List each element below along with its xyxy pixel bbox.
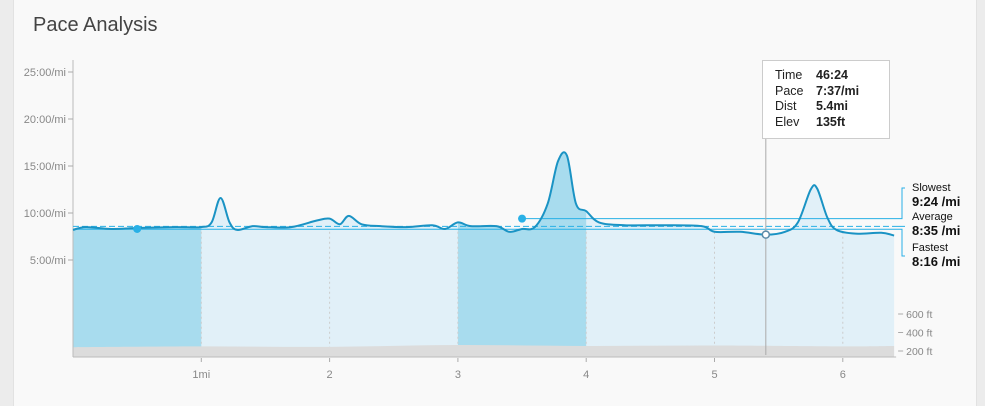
legend-fastest: Fastest 8:16 /mi: [912, 242, 960, 269]
cursor-marker: [761, 230, 771, 239]
tooltip: Time 46:24 Pace 7:37/mi Dist 5.4mi Elev 135f…: [762, 60, 890, 139]
legend-label: Average: [912, 211, 953, 223]
tooltip-value: 135ft: [816, 114, 846, 129]
legend-label: Slowest: [912, 182, 951, 194]
tooltip-label: Pace: [775, 83, 804, 98]
y-tick-label: 10:00/mi: [24, 208, 66, 220]
legend-average: Average 8:35 /mi: [912, 211, 960, 238]
y-tick-label: 20:00/mi: [24, 114, 66, 126]
y-tick-label: 25:00/mi: [24, 67, 66, 79]
x-tick-label: 5: [711, 369, 717, 381]
highlighted-mile-0: [73, 152, 202, 355]
tooltip-label: Time: [775, 68, 803, 82]
tooltip-label: Elev: [775, 114, 800, 129]
tooltip-value: 46:24: [816, 68, 848, 82]
tooltip-row-pace: Pace 7:37/mi: [775, 84, 889, 100]
legend-label: Fastest: [912, 242, 949, 254]
y-tick-label: 5:00/mi: [30, 255, 66, 267]
y-tick-label: 15:00/mi: [24, 161, 66, 173]
pace-line: [72, 151, 895, 237]
tooltip-row-elev: Elev 135ft: [775, 115, 889, 131]
elevation-tick-label: 600 ft: [906, 309, 932, 321]
x-tick-label: 4: [583, 369, 589, 381]
legend-value: 8:16 /mi: [912, 254, 961, 269]
pace-marker-1: [518, 214, 527, 223]
elevation-tick-label: 400 ft: [906, 328, 932, 340]
x-tick-label: 2: [327, 369, 333, 381]
tooltip-row-time: Time 46:24: [775, 68, 889, 84]
legend-value: 8:35 /mi: [912, 223, 961, 238]
x-tick-label: 3: [455, 369, 461, 381]
elevation-tick-label: 200 ft: [906, 346, 932, 358]
pace-marker-0: [133, 224, 142, 233]
elevation-area: [73, 345, 895, 357]
page-title: Pace Analysis: [33, 14, 158, 36]
highlighted-mile-1: [457, 152, 587, 355]
tooltip-value: 7:37/mi: [816, 83, 860, 98]
x-tick-label: 6: [840, 369, 846, 381]
legend-bracket: [898, 187, 905, 257]
tooltip-label: Dist: [775, 99, 797, 113]
tooltip-value: 5.4mi: [816, 99, 848, 113]
tooltip-row-dist: Dist 5.4mi: [775, 99, 889, 115]
x-tick-label: 1mi: [192, 369, 210, 381]
legend-value: 9:24 /mi: [912, 194, 961, 209]
legend-slowest: Slowest 9:24 /mi: [912, 182, 960, 209]
